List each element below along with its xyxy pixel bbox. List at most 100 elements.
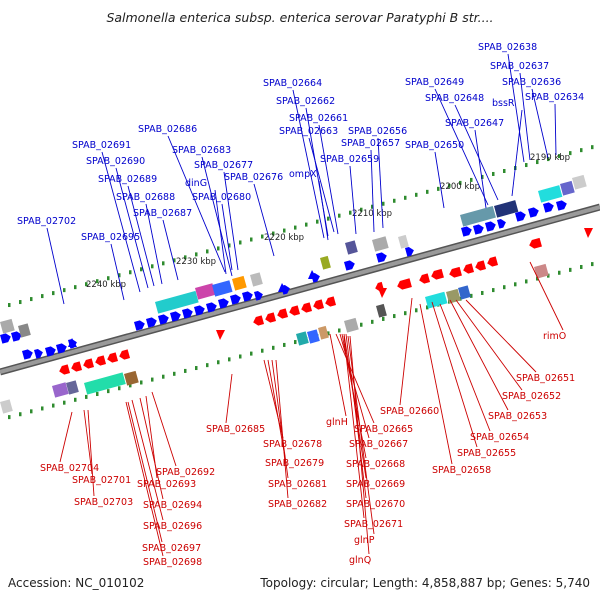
- reverse-gene-label[interactable]: glnQ: [349, 555, 371, 566]
- reverse-gene[interactable]: [462, 263, 475, 274]
- forward-gene-label[interactable]: SPAB_02656: [348, 126, 407, 137]
- forward-gene[interactable]: [405, 246, 415, 257]
- reverse-gene[interactable]: [288, 305, 301, 316]
- forward-gene-label[interactable]: SPAB_02657: [341, 138, 400, 149]
- forward-feature[interactable]: [398, 234, 409, 249]
- reverse-gene-label[interactable]: SPAB_02667: [349, 439, 408, 450]
- reverse-gene-label[interactable]: SPAB_02653: [488, 411, 547, 422]
- forward-gene[interactable]: [515, 210, 527, 222]
- forward-gene-label[interactable]: SPAB_02676: [224, 172, 283, 183]
- reverse-gene-label[interactable]: SPAB_02681: [268, 479, 327, 490]
- forward-marker[interactable]: [308, 270, 317, 279]
- reverse-gene[interactable]: [58, 364, 71, 375]
- forward-feature[interactable]: [345, 240, 358, 255]
- forward-feature[interactable]: [560, 180, 575, 196]
- forward-gene-label[interactable]: SPAB_02664: [263, 78, 322, 89]
- forward-gene[interactable]: [485, 220, 497, 232]
- forward-gene-label[interactable]: bssR: [492, 98, 515, 109]
- reverse-gene-label[interactable]: glnH: [326, 417, 348, 428]
- forward-gene-label[interactable]: SPAB_02663: [279, 126, 338, 137]
- forward-gene-label[interactable]: SPAB_02680: [192, 192, 251, 203]
- forward-gene[interactable]: [34, 348, 44, 359]
- reverse-gene-label[interactable]: SPAB_02658: [432, 465, 491, 476]
- forward-gene-label[interactable]: SPAB_02649: [405, 77, 464, 88]
- forward-gene-label[interactable]: SPAB_02634: [525, 92, 584, 103]
- reverse-feature[interactable]: [534, 263, 549, 279]
- reverse-gene-label[interactable]: SPAB_02671: [344, 519, 403, 530]
- forward-feature[interactable]: [17, 323, 31, 338]
- forward-feature[interactable]: [459, 205, 496, 227]
- forward-gene-label[interactable]: SPAB_02661: [289, 113, 348, 124]
- forward-gene[interactable]: [543, 201, 555, 213]
- reverse-gene-label[interactable]: SPAB_02654: [470, 432, 529, 443]
- reverse-gene-label[interactable]: SPAB_02696: [143, 521, 202, 532]
- forward-gene[interactable]: [45, 345, 57, 357]
- reverse-gene-label[interactable]: SPAB_02694: [143, 500, 202, 511]
- forward-marker[interactable]: [278, 283, 287, 292]
- reverse-gene[interactable]: [448, 266, 462, 279]
- reverse-gene-label[interactable]: SPAB_02693: [137, 479, 196, 490]
- forward-gene[interactable]: [218, 297, 230, 309]
- reverse-gene-label[interactable]: SPAB_02651: [516, 373, 575, 384]
- reverse-marker[interactable]: [216, 330, 225, 340]
- forward-gene[interactable]: [170, 310, 182, 322]
- reverse-gene-label[interactable]: SPAB_02678: [263, 439, 322, 450]
- forward-gene[interactable]: [194, 304, 206, 316]
- forward-feature[interactable]: [538, 185, 563, 203]
- forward-gene-label[interactable]: SPAB_02683: [172, 145, 231, 156]
- forward-gene[interactable]: [473, 223, 485, 235]
- forward-feature[interactable]: [494, 200, 519, 218]
- reverse-marker[interactable]: [584, 228, 593, 238]
- reverse-gene[interactable]: [418, 273, 431, 284]
- reverse-gene[interactable]: [300, 302, 313, 313]
- reverse-feature[interactable]: [424, 291, 448, 309]
- reverse-gene[interactable]: [396, 278, 412, 290]
- reverse-gene-label[interactable]: SPAB_02703: [74, 497, 133, 508]
- forward-feature[interactable]: [371, 236, 389, 252]
- forward-gene[interactable]: [528, 206, 540, 218]
- reverse-gene[interactable]: [276, 308, 289, 319]
- reverse-gene-label[interactable]: SPAB_02655: [457, 448, 516, 459]
- forward-gene-label[interactable]: SPAB_02648: [425, 93, 484, 104]
- reverse-feature[interactable]: [123, 370, 139, 386]
- reverse-gene[interactable]: [312, 299, 325, 310]
- forward-gene[interactable]: [461, 225, 473, 237]
- forward-gene-label[interactable]: SPAB_02638: [478, 42, 537, 53]
- forward-gene[interactable]: [182, 307, 194, 319]
- forward-gene-label[interactable]: SPAB_02647: [445, 118, 504, 129]
- reverse-gene-label[interactable]: SPAB_02682: [268, 499, 327, 510]
- reverse-feature[interactable]: [318, 325, 329, 340]
- forward-gene-label[interactable]: SPAB_02695: [81, 232, 140, 243]
- forward-gene-label[interactable]: SPAB_02659: [320, 154, 379, 165]
- forward-gene[interactable]: [146, 316, 158, 328]
- reverse-gene[interactable]: [430, 268, 444, 281]
- reverse-gene-label[interactable]: SPAB_02679: [265, 458, 324, 469]
- forward-gene-label[interactable]: dinG: [185, 178, 207, 189]
- reverse-gene-label[interactable]: SPAB_02670: [346, 499, 405, 510]
- reverse-gene-label[interactable]: SPAB_02668: [346, 459, 405, 470]
- forward-gene-label[interactable]: SPAB_02637: [490, 61, 549, 72]
- forward-gene[interactable]: [230, 293, 242, 305]
- reverse-gene-label[interactable]: glnP: [354, 535, 375, 546]
- forward-feature[interactable]: [155, 290, 199, 314]
- forward-feature[interactable]: [572, 174, 587, 190]
- forward-gene-label[interactable]: SPAB_02691: [72, 140, 131, 151]
- forward-gene-label[interactable]: SPAB_02650: [405, 140, 464, 151]
- forward-feature[interactable]: [250, 272, 263, 287]
- forward-gene[interactable]: [254, 290, 264, 301]
- forward-feature[interactable]: [231, 275, 247, 291]
- reverse-gene-label[interactable]: SPAB_02697: [142, 543, 201, 554]
- reverse-gene-label[interactable]: SPAB_02692: [156, 467, 215, 478]
- reverse-gene-label[interactable]: SPAB_02669: [346, 479, 405, 490]
- reverse-gene[interactable]: [486, 256, 499, 267]
- forward-gene-label[interactable]: ompX: [289, 169, 317, 180]
- reverse-gene[interactable]: [252, 315, 265, 326]
- reverse-feature[interactable]: [376, 303, 387, 318]
- forward-feature[interactable]: [212, 280, 233, 297]
- reverse-gene[interactable]: [264, 312, 277, 323]
- forward-gene[interactable]: [376, 251, 388, 263]
- forward-gene[interactable]: [0, 332, 12, 344]
- reverse-gene[interactable]: [528, 237, 542, 250]
- reverse-feature[interactable]: [84, 372, 126, 395]
